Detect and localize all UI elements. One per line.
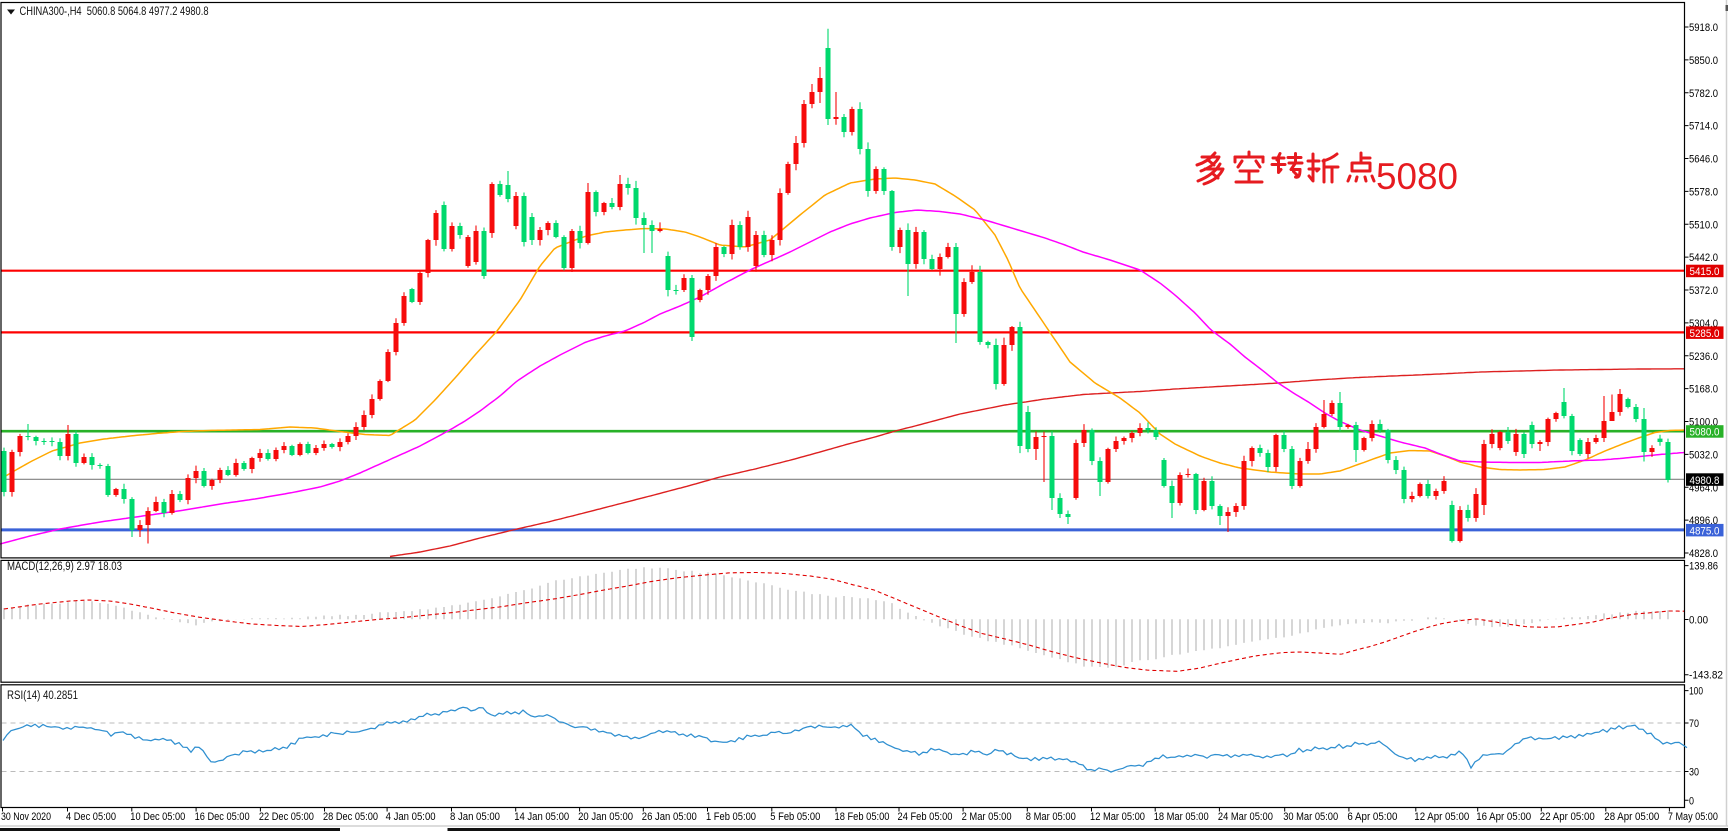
- svg-text:12 Mar 05:00: 12 Mar 05:00: [1090, 811, 1145, 823]
- svg-text:MACD(12,26,9) 2.97 18.03: MACD(12,26,9) 2.97 18.03: [7, 561, 122, 573]
- svg-text:5646.0: 5646.0: [1689, 154, 1718, 166]
- svg-text:5442.0: 5442.0: [1689, 252, 1718, 264]
- svg-text:26 Jan 05:00: 26 Jan 05:00: [642, 811, 697, 823]
- svg-text:6 Apr 05:00: 6 Apr 05:00: [1347, 811, 1397, 823]
- svg-text:18 Feb 05:00: 18 Feb 05:00: [835, 811, 890, 823]
- svg-text:5714.0: 5714.0: [1689, 121, 1718, 133]
- svg-text:5850.0: 5850.0: [1689, 55, 1718, 67]
- svg-text:5236.0: 5236.0: [1689, 351, 1718, 363]
- svg-text:5918.0: 5918.0: [1689, 22, 1718, 34]
- svg-text:24 Mar 05:00: 24 Mar 05:00: [1218, 811, 1273, 823]
- svg-text:139.86: 139.86: [1689, 561, 1718, 573]
- svg-text:5080: 5080: [1376, 156, 1458, 197]
- svg-text:2 Mar 05:00: 2 Mar 05:00: [962, 811, 1012, 823]
- svg-text:4875.0: 4875.0: [1690, 525, 1720, 537]
- svg-text:0: 0: [1689, 795, 1694, 807]
- svg-text:5782.0: 5782.0: [1689, 88, 1718, 100]
- svg-text:5080.0: 5080.0: [1690, 427, 1720, 439]
- svg-text:12 Apr 05:00: 12 Apr 05:00: [1414, 811, 1469, 823]
- svg-text:-143.82: -143.82: [1689, 670, 1723, 682]
- svg-text:18 Mar 05:00: 18 Mar 05:00: [1154, 811, 1209, 823]
- svg-text:CHINA300-,H4 5060.8 5064.8 49: CHINA300-,H4 5060.8 5064.8 4977.2 4980.8: [20, 4, 209, 18]
- svg-text:30 Nov 2020: 30 Nov 2020: [1, 811, 51, 823]
- svg-text:22 Dec 05:00: 22 Dec 05:00: [259, 811, 314, 823]
- svg-text:20 Jan 05:00: 20 Jan 05:00: [578, 811, 633, 823]
- svg-text:100: 100: [1689, 686, 1703, 698]
- svg-text:8 Jan 05:00: 8 Jan 05:00: [450, 811, 500, 823]
- svg-text:5578.0: 5578.0: [1689, 186, 1718, 198]
- svg-text:22 Apr 05:00: 22 Apr 05:00: [1540, 811, 1595, 823]
- svg-text:14 Jan 05:00: 14 Jan 05:00: [514, 811, 569, 823]
- svg-text:4 Jan 05:00: 4 Jan 05:00: [386, 811, 436, 823]
- svg-text:16 Dec 05:00: 16 Dec 05:00: [195, 811, 250, 823]
- svg-text:70: 70: [1689, 718, 1699, 730]
- svg-text:5372.0: 5372.0: [1689, 285, 1718, 297]
- svg-text:4980.8: 4980.8: [1690, 475, 1720, 487]
- svg-text:5032.0: 5032.0: [1689, 449, 1718, 461]
- svg-text:24 Feb 05:00: 24 Feb 05:00: [898, 811, 953, 823]
- svg-text:4828.0: 4828.0: [1689, 548, 1718, 560]
- svg-text:30 Mar 05:00: 30 Mar 05:00: [1283, 811, 1338, 823]
- svg-text:1 Feb 05:00: 1 Feb 05:00: [706, 811, 756, 823]
- svg-text:8 Mar 05:00: 8 Mar 05:00: [1026, 811, 1076, 823]
- svg-text:5285.0: 5285.0: [1690, 328, 1720, 340]
- svg-text:30: 30: [1689, 767, 1699, 779]
- svg-text:7 May 05:00: 7 May 05:00: [1668, 811, 1718, 823]
- svg-text:0.00: 0.00: [1689, 615, 1708, 627]
- svg-text:5510.0: 5510.0: [1689, 219, 1718, 231]
- svg-text:16 Apr 05:00: 16 Apr 05:00: [1476, 811, 1531, 823]
- svg-text:RSI(14) 40.2851: RSI(14) 40.2851: [7, 690, 78, 702]
- svg-text:5168.0: 5168.0: [1689, 384, 1718, 396]
- svg-text:5 Feb 05:00: 5 Feb 05:00: [770, 811, 820, 823]
- svg-text:4 Dec 05:00: 4 Dec 05:00: [66, 811, 116, 823]
- svg-text:10 Dec 05:00: 10 Dec 05:00: [130, 811, 185, 823]
- svg-text:5415.0: 5415.0: [1690, 266, 1720, 278]
- svg-text:28 Apr 05:00: 28 Apr 05:00: [1604, 811, 1659, 823]
- svg-text:28 Dec 05:00: 28 Dec 05:00: [323, 811, 378, 823]
